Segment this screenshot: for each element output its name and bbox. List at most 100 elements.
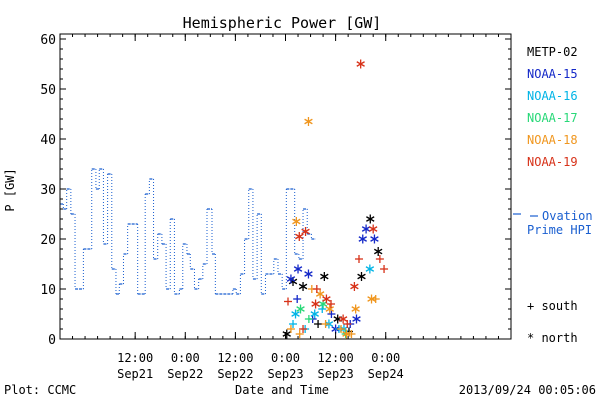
north-point: [373, 247, 383, 256]
north-point-arm: [304, 271, 313, 277]
north-point-arm: [318, 301, 328, 307]
x-tick-date-label: Sep22: [217, 367, 253, 381]
south-point: [375, 255, 384, 263]
north-point-arm: [320, 273, 329, 280]
south-point: [312, 285, 321, 293]
north-point-arm: [322, 296, 331, 302]
north-point-arm: [373, 248, 383, 255]
north-point: [368, 224, 378, 234]
x-tick-time-label: 12:00: [217, 351, 253, 365]
north-point: [298, 282, 308, 291]
north-point: [291, 309, 300, 319]
north-point-arm: [315, 291, 325, 297]
north-point: [356, 59, 365, 69]
legend: METP-02 NOAA-15 NOAA-16 NOAA-17 NOAA-18 NOAA-…: [527, 45, 593, 345]
north-point: [365, 264, 375, 274]
north-point: [366, 214, 375, 224]
north-point-arm: [358, 236, 367, 242]
legend-entry: METP-02: [527, 45, 578, 59]
north-point: [342, 329, 351, 339]
footer-plot-source: Plot: CCMC: [4, 383, 76, 397]
north-point-arm: [357, 273, 366, 280]
north-point-arm: [356, 61, 365, 67]
south-point: [314, 320, 323, 328]
south-point: [337, 325, 346, 333]
legend-entry: NOAA-17: [527, 111, 578, 125]
legend-ovation-line1: Ovation: [542, 209, 593, 223]
marker-legend-entry: + south: [527, 299, 578, 313]
x-tick-time-label: 0:00: [171, 351, 200, 365]
y-tick-label: 30: [40, 183, 56, 198]
y-tick-label: 0: [48, 333, 56, 348]
north-point: [304, 269, 313, 279]
legend-entry: NOAA-15: [527, 67, 578, 81]
north-point: [310, 309, 319, 319]
ovation-series: [60, 168, 521, 295]
north-point-arm: [310, 311, 319, 317]
north-point-arm: [296, 306, 305, 312]
legend-entry: NOAA-16: [527, 89, 578, 103]
north-point-arm: [350, 283, 359, 290]
north-point: [325, 304, 334, 314]
south-point: [299, 325, 308, 333]
y-tick-label: 40: [40, 133, 56, 148]
marker-legend-entry: * north: [527, 331, 578, 345]
satellite-points: [282, 59, 389, 339]
north-point-arm: [298, 283, 308, 290]
y-axis-label: P [GW]: [3, 168, 17, 211]
south-point: [327, 310, 336, 318]
north-point-arm: [352, 316, 361, 322]
south-point: [354, 255, 363, 263]
south-point: [304, 315, 313, 323]
legend-entry: NOAA-18: [527, 133, 578, 147]
x-tick-date-label: Sep22: [167, 367, 203, 381]
south-point: [289, 320, 298, 328]
north-point-arm: [301, 228, 310, 235]
x-tick-date-label: Sep21: [117, 367, 153, 381]
north-point: [370, 234, 379, 244]
north-point: [292, 217, 301, 226]
north-point: [361, 224, 371, 234]
north-point: [296, 304, 305, 314]
north-point: [358, 234, 367, 244]
south-point: [286, 325, 295, 333]
north-point: [338, 314, 348, 324]
north-point-arm: [291, 311, 300, 317]
north-point: [295, 232, 304, 241]
north-point-arm: [293, 266, 303, 272]
north-point-arm: [342, 331, 351, 337]
north-point: [304, 117, 313, 126]
north-point: [311, 299, 320, 309]
x-axis: 12:00 Sep21 0:00 Sep22 12:00 Sep22 0:00 Sep23 12…: [59, 34, 512, 381]
north-point-arm: [351, 306, 360, 312]
north-point: [350, 282, 359, 291]
north-point-arm: [286, 276, 296, 282]
x-tick-time-label: 12:00: [318, 351, 354, 365]
north-point-arm: [338, 316, 348, 322]
footer-timestamp: 2013/09/24 00:05:06: [459, 383, 596, 397]
x-tick-date-label: Sep23: [267, 367, 303, 381]
y-tick-label: 50: [40, 83, 56, 98]
south-point: [347, 330, 356, 338]
north-point-arm: [295, 233, 304, 240]
north-point: [282, 329, 291, 339]
north-point: [286, 274, 296, 284]
y-axis: 0 10 20 30 40 50 60: [40, 33, 511, 348]
north-point-arm: [282, 331, 291, 337]
legend-ovation-line2: Prime HPI: [527, 223, 592, 237]
north-point-arm: [292, 218, 301, 225]
south-point: [284, 297, 293, 306]
plot-frame: [59, 33, 512, 340]
south-point: [293, 295, 302, 303]
north-point-arm: [361, 226, 371, 232]
north-point-arm: [311, 301, 320, 307]
x-tick-date-label: Sep24: [368, 367, 404, 381]
south-point: [327, 300, 336, 308]
north-point-arm: [370, 236, 379, 242]
north-point: [322, 294, 331, 304]
x-tick-time-label: 12:00: [117, 351, 153, 365]
chart-title: Hemispheric Power [GW]: [183, 14, 382, 32]
south-point: [321, 320, 330, 328]
y-tick-label: 60: [40, 33, 56, 48]
